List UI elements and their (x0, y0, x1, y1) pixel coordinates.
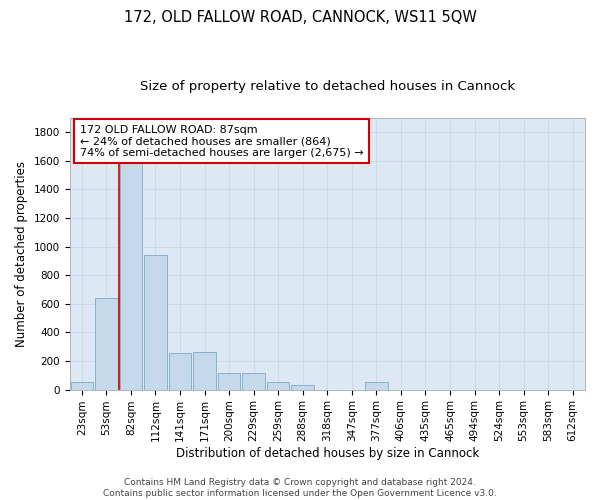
Bar (193, 352, 216, 390)
Bar (242, 373, 265, 390)
Bar (119, 150, 142, 390)
Bar (144, 255, 167, 390)
X-axis label: Distribution of detached houses by size in Cannock: Distribution of detached houses by size … (176, 447, 479, 460)
Bar (95, 298, 118, 390)
Bar (218, 373, 241, 390)
Text: Contains HM Land Registry data © Crown copyright and database right 2024.
Contai: Contains HM Land Registry data © Crown c… (103, 478, 497, 498)
Bar (365, 382, 388, 390)
Y-axis label: Number of detached properties: Number of detached properties (15, 160, 28, 346)
Text: 172, OLD FALLOW ROAD, CANNOCK, WS11 5QW: 172, OLD FALLOW ROAD, CANNOCK, WS11 5QW (124, 10, 476, 25)
Bar (267, 382, 289, 390)
Title: Size of property relative to detached houses in Cannock: Size of property relative to detached ho… (140, 80, 515, 93)
Bar (71, 382, 93, 390)
Bar (292, 386, 314, 390)
Bar (169, 353, 191, 390)
Text: 172 OLD FALLOW ROAD: 87sqm
← 24% of detached houses are smaller (864)
74% of sem: 172 OLD FALLOW ROAD: 87sqm ← 24% of deta… (80, 124, 364, 158)
